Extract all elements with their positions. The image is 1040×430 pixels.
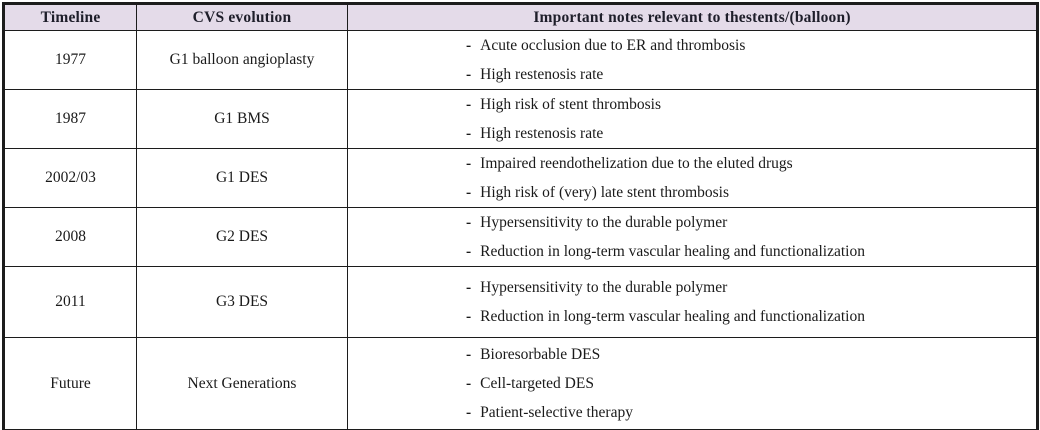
note-text: Hypersensitivity to the durable polymer xyxy=(480,279,728,296)
notes-cell: - Hypersensitivity to the durable polymer… xyxy=(347,266,1038,338)
notes-cell: - High risk of stent thrombosis - High rest… xyxy=(347,89,1038,149)
note-text: High restenosis rate xyxy=(480,66,604,83)
notes-cell: - Hypersensitivity to the durable polymer… xyxy=(347,207,1038,267)
table-header: Timeline CVS evolution Important notes r… xyxy=(3,3,1038,31)
table-row: 2008 G2 DES - Hypersensitivity to the dur… xyxy=(3,207,1038,267)
bullet-dash: - xyxy=(466,375,472,392)
column-header-timeline: Timeline xyxy=(3,3,137,31)
note-text: Impaired reendothelization due to the el… xyxy=(480,155,793,172)
bullet-dash: - xyxy=(466,214,472,231)
table-row: 1977 G1 balloon angioplasty - Acute occlu… xyxy=(3,30,1038,90)
bullet-dash: - xyxy=(466,279,472,296)
note-item: - High restenosis rate xyxy=(466,119,1036,148)
column-header-important-notes: Important notes relevant to thestents/(b… xyxy=(347,3,1038,31)
notes-cell: - Impaired reendothelization due to the e… xyxy=(347,148,1038,208)
bullet-dash: - xyxy=(466,346,472,363)
table-row: 2002/03 G1 DES - Impaired reendothelizati… xyxy=(3,148,1038,208)
note-text: Patient-selective therapy xyxy=(480,404,633,421)
evolution-cell: G1 BMS xyxy=(136,89,348,149)
evolution-cell: G2 DES xyxy=(136,207,348,267)
note-text: High risk of stent thrombosis xyxy=(480,96,662,113)
timeline-cell: 2008 xyxy=(3,207,137,267)
note-item: - Hypersensitivity to the durable polymer xyxy=(466,273,1036,302)
bullet-dash: - xyxy=(466,155,472,172)
note-item: - Cell-targeted DES xyxy=(466,369,1036,398)
bullet-dash: - xyxy=(466,125,472,142)
timeline-cell: 2011 xyxy=(3,266,137,338)
evolution-cell: G3 DES xyxy=(136,266,348,338)
bullet-dash: - xyxy=(466,184,472,201)
note-text: Cell-targeted DES xyxy=(480,375,594,392)
note-text: Acute occlusion due to ER and thrombosis xyxy=(480,37,746,54)
note-item: - High restenosis rate xyxy=(466,60,1036,89)
notes-cell: - Acute occlusion due to ER and thrombosi… xyxy=(347,30,1038,90)
note-text: High risk of (very) late stent thrombosi… xyxy=(480,184,729,201)
timeline-cell: 1977 xyxy=(3,30,137,90)
note-item: - Bioresorbable DES xyxy=(466,340,1036,369)
notes-cell: - Bioresorbable DES - Cell-targeted DES - Pat… xyxy=(347,337,1038,430)
evolution-cell: G1 DES xyxy=(136,148,348,208)
note-item: - Reduction in long-term vascular healing… xyxy=(466,237,1036,266)
header-row: Timeline CVS evolution Important notes r… xyxy=(3,3,1038,31)
bullet-dash: - xyxy=(466,96,472,113)
note-item: - Hypersensitivity to the durable polymer xyxy=(466,208,1036,237)
bullet-dash: - xyxy=(466,308,472,325)
note-item: - High risk of stent thrombosis xyxy=(466,90,1036,119)
note-item: - High risk of (very) late stent thrombos… xyxy=(466,178,1036,207)
table-row: 1987 G1 BMS - High risk of stent thrombos… xyxy=(3,89,1038,149)
evolution-cell: Next Generations xyxy=(136,337,348,430)
timeline-cell: 2002/03 xyxy=(3,148,137,208)
note-text: Reduction in long-term vascular healing … xyxy=(480,243,865,260)
timeline-cell: 1987 xyxy=(3,89,137,149)
note-text: Reduction in long-term vascular healing … xyxy=(480,308,865,325)
timeline-cell: Future xyxy=(3,337,137,430)
table-row: Future Next Generations - Bioresorbable D… xyxy=(3,337,1038,430)
note-item: - Reduction in long-term vascular healing… xyxy=(466,302,1036,331)
bullet-dash: - xyxy=(466,243,472,260)
evolution-cell: G1 balloon angioplasty xyxy=(136,30,348,90)
bullet-dash: - xyxy=(466,66,472,83)
column-header-cvs-evolution: CVS evolution xyxy=(136,3,348,31)
note-text: Hypersensitivity to the durable polymer xyxy=(480,214,728,231)
note-text: High restenosis rate xyxy=(480,125,604,142)
bullet-dash: - xyxy=(466,404,472,421)
note-text: Bioresorbable DES xyxy=(480,346,601,363)
note-item: - Impaired reendothelization due to the e… xyxy=(466,149,1036,178)
table-row: 2011 G3 DES - Hypersensitivity to the dur… xyxy=(3,266,1038,338)
bullet-dash: - xyxy=(466,37,472,54)
note-item: - Acute occlusion due to ER and thrombosi… xyxy=(466,31,1036,60)
table-body: 1977 G1 balloon angioplasty - Acute occlu… xyxy=(3,30,1038,430)
note-item: - Patient-selective therapy xyxy=(466,398,1036,427)
